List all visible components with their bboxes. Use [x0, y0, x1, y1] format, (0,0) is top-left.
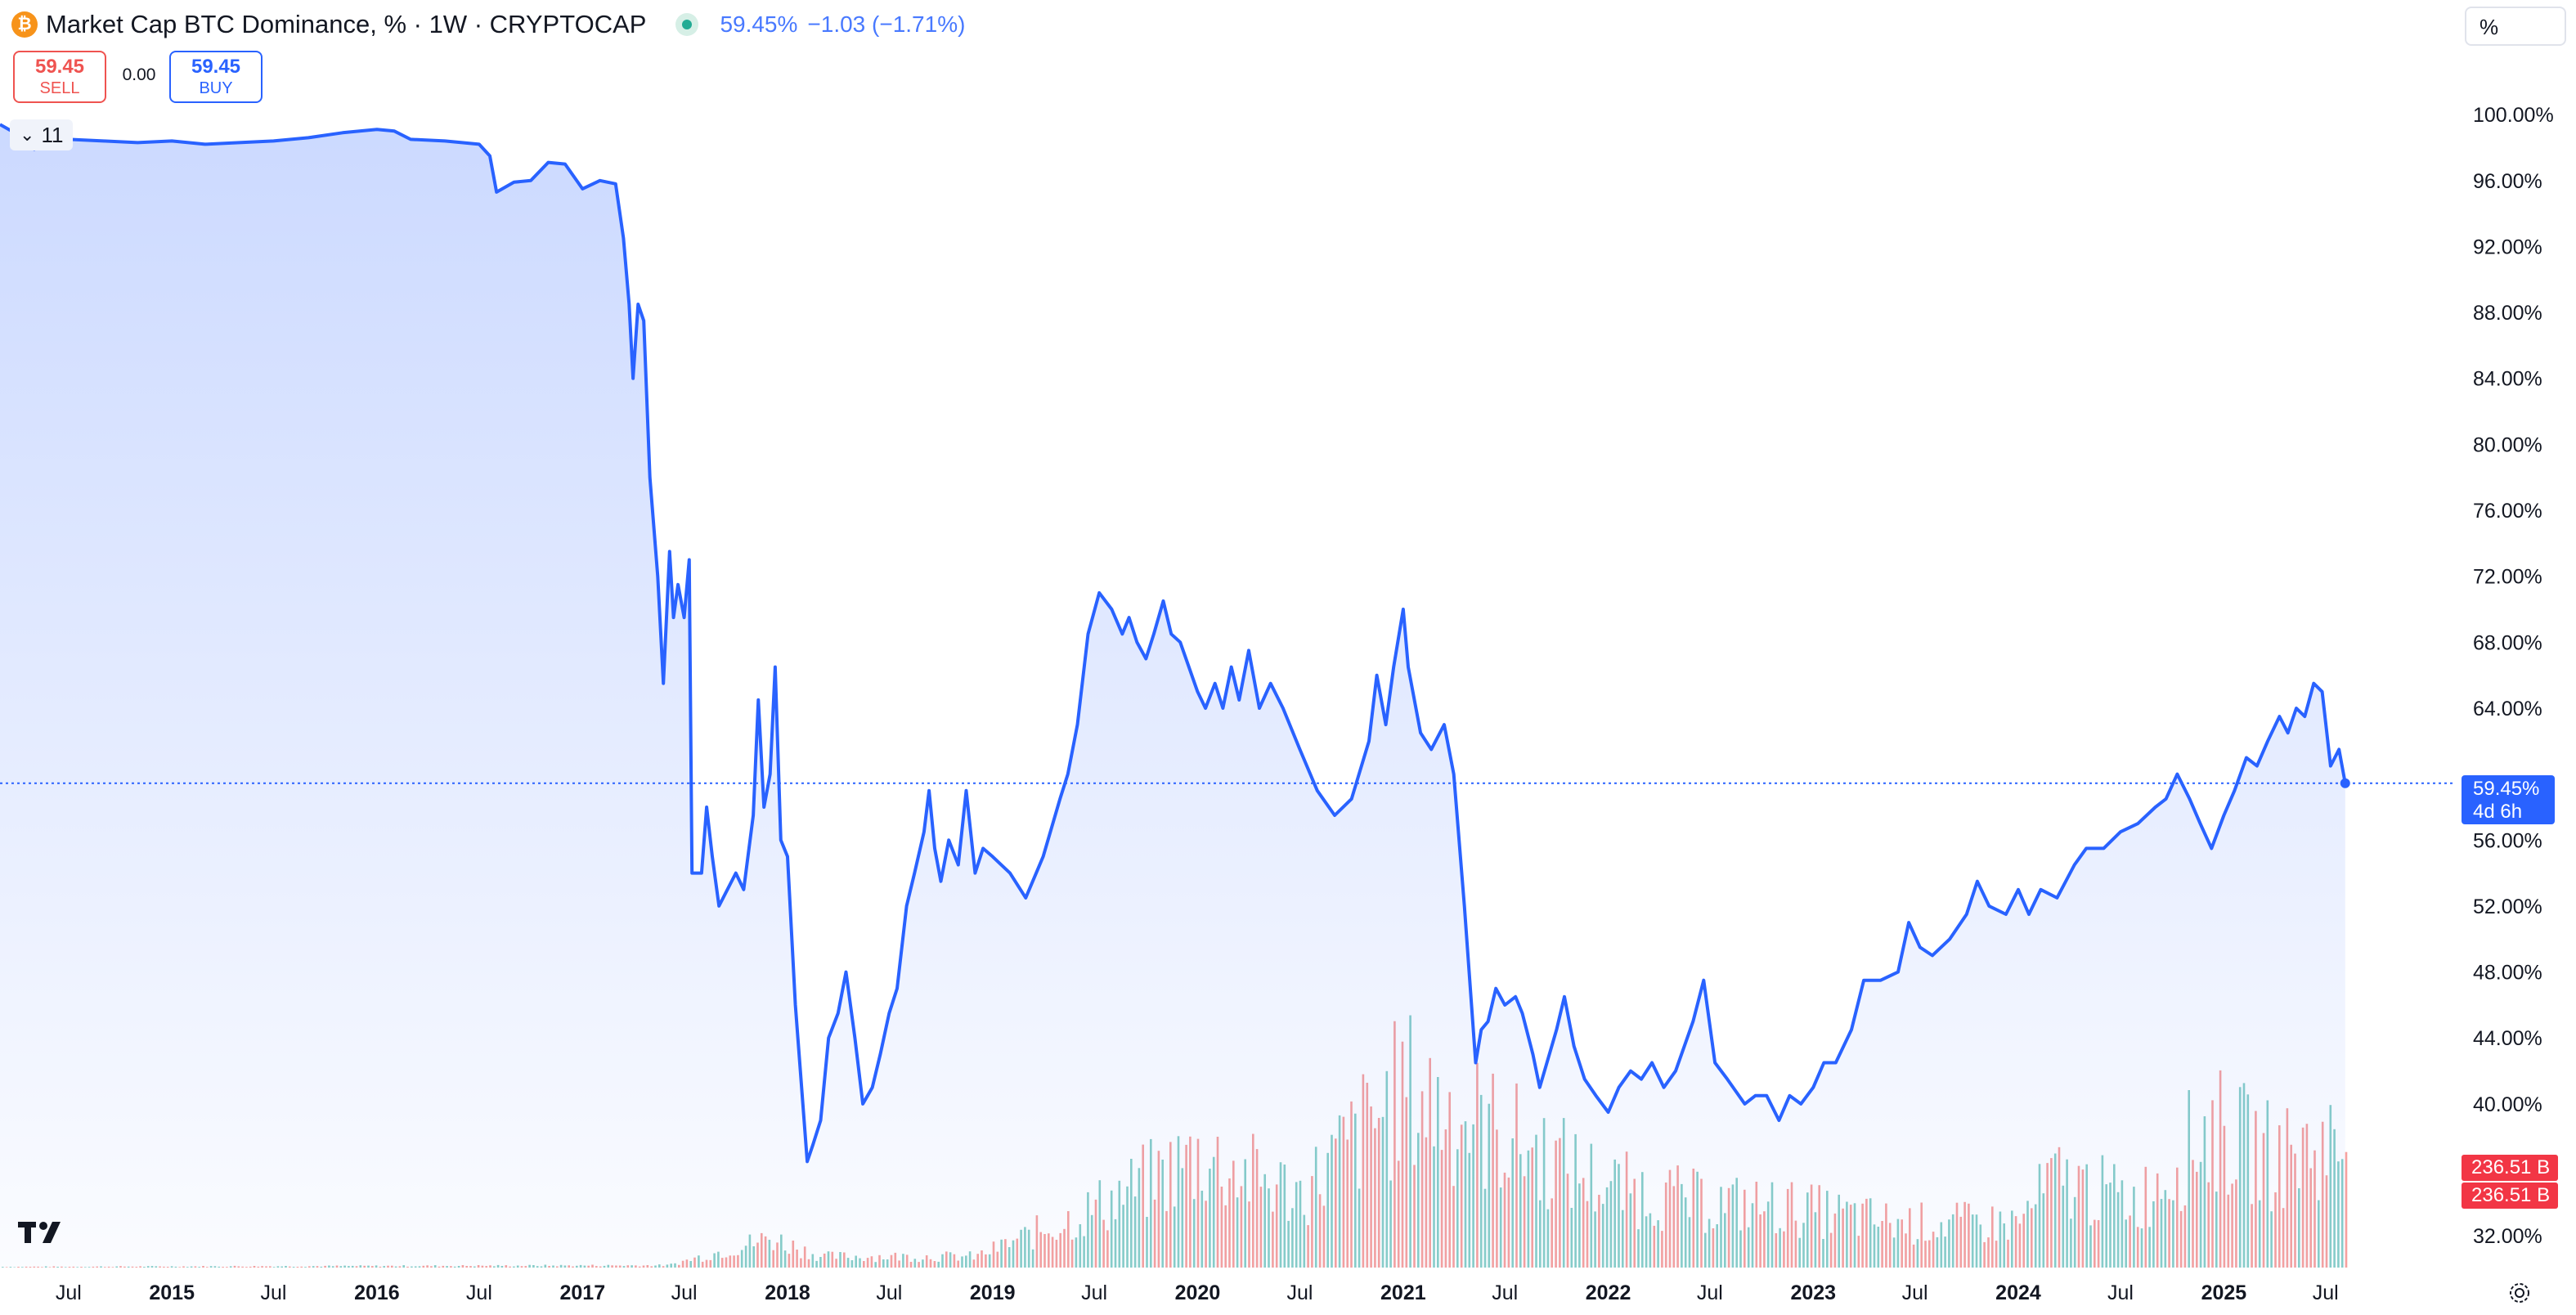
last-price: 59.45% — [720, 11, 798, 37]
x-tick-label: Jul — [261, 1281, 287, 1304]
dominance-area-fill — [0, 124, 2345, 1268]
x-tick-label: 2020 — [1175, 1281, 1221, 1304]
y-tick-label: 68.00% — [2473, 631, 2542, 654]
y-tick-label: 92.00% — [2473, 236, 2542, 258]
y-tick-label: 84.00% — [2473, 368, 2542, 391]
x-tick-label: 2017 — [559, 1281, 605, 1304]
y-tick-label: 100.00% — [2473, 104, 2554, 127]
last-price-tag-value: 59.45% — [2473, 778, 2540, 800]
sell-price: 59.45 — [34, 56, 85, 78]
sell-label: SELL — [39, 79, 80, 97]
y-tick-label: 40.00% — [2473, 1093, 2542, 1116]
time-axis[interactable]: Jul 2015 Jul 2016 Jul 2017 Jul 2018 Jul 2019 Jul 20… — [56, 1281, 2339, 1304]
x-tick-label: Jul — [1697, 1281, 1723, 1304]
market-status-icon[interactable] — [675, 13, 699, 36]
x-tick-label: Jul — [2313, 1281, 2339, 1304]
bar-countdown: 4d 6h — [2473, 801, 2523, 823]
x-tick-label: Jul — [1902, 1281, 1928, 1304]
x-tick-label: 2021 — [1380, 1281, 1426, 1304]
buy-price: 59.45 — [191, 56, 241, 78]
y-tick-label: 44.00% — [2473, 1027, 2542, 1050]
x-tick-label: Jul — [1286, 1281, 1313, 1304]
y-tick-label: 80.00% — [2473, 433, 2542, 456]
x-tick-label: Jul — [466, 1281, 492, 1304]
y-tick-label: 52.00% — [2473, 895, 2542, 918]
last-price-point — [2340, 778, 2350, 788]
volume-tag: 236.51 B — [2462, 1155, 2558, 1181]
y-tick-label: 88.00% — [2473, 302, 2542, 325]
spread-value: 0.00 — [122, 65, 156, 84]
x-tick-label: 2023 — [1790, 1281, 1836, 1304]
bitcoin-icon: ₿ — [11, 11, 38, 38]
scale-mode-button[interactable]: % — [2465, 7, 2566, 46]
y-tick-label: 96.00% — [2473, 170, 2542, 193]
indicators-count: 11 — [41, 122, 64, 147]
buy-label: BUY — [199, 79, 233, 97]
symbol-title[interactable]: Market Cap BTC Dominance, % · 1W · CRYPT… — [46, 10, 647, 38]
symbol-header: ₿ Market Cap BTC Dominance, % · 1W · CRY… — [11, 7, 965, 43]
y-tick-label: 64.00% — [2473, 698, 2542, 720]
last-price-tag: 59.45% 4d 6h — [2462, 775, 2555, 824]
volume-bar — [2345, 1151, 2348, 1268]
y-tick-label: 72.00% — [2473, 566, 2542, 589]
settings-gear-icon[interactable] — [2507, 1281, 2532, 1305]
x-tick-label: 2018 — [765, 1281, 810, 1304]
y-tick-label: 32.00% — [2473, 1225, 2542, 1248]
price-axis[interactable]: 100.00% 96.00% 92.00% 88.00% 84.00% 80.00% 76.… — [2473, 104, 2554, 1248]
y-tick-label: 56.00% — [2473, 829, 2542, 852]
y-tick-label: 48.00% — [2473, 962, 2542, 985]
dominance-line — [0, 123, 2347, 1164]
x-tick-label: 2019 — [970, 1281, 1016, 1304]
price-change: −1.03 (−1.71%) — [807, 11, 966, 37]
x-tick-label: 2016 — [354, 1281, 400, 1304]
x-tick-label: Jul — [56, 1281, 82, 1304]
x-tick-label: Jul — [1081, 1281, 1107, 1304]
chevron-down-icon: ⌄ — [20, 124, 35, 145]
x-tick-label: 2022 — [1586, 1281, 1631, 1304]
sell-button[interactable]: 59.45 SELL — [13, 51, 106, 103]
y-tick-label: 76.00% — [2473, 500, 2542, 523]
buy-button[interactable]: 59.45 BUY — [169, 51, 263, 103]
x-tick-label: Jul — [2107, 1281, 2134, 1304]
x-tick-label: Jul — [1492, 1281, 1518, 1304]
tradingview-logo-icon[interactable] — [18, 1219, 70, 1248]
x-tick-label: 2015 — [149, 1281, 195, 1304]
x-tick-label: Jul — [671, 1281, 698, 1304]
x-tick-label: 2025 — [2201, 1281, 2247, 1304]
indicators-toggle-button[interactable]: ⌄ 11 — [10, 119, 74, 150]
volume-tag: 236.51 B — [2462, 1183, 2558, 1209]
x-tick-label: Jul — [876, 1281, 902, 1304]
x-tick-label: 2024 — [1995, 1281, 2041, 1304]
